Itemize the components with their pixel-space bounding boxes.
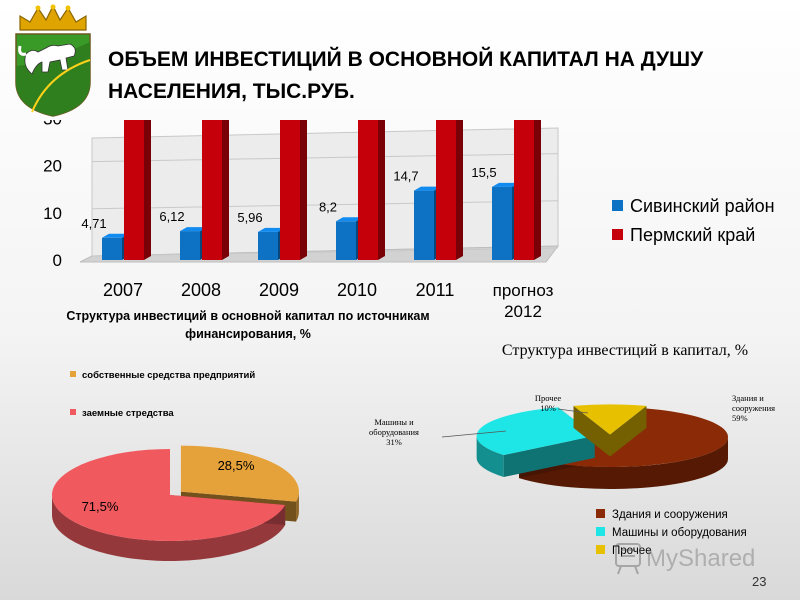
bar-side xyxy=(456,120,463,260)
legend-swatch-0 xyxy=(612,200,623,211)
y-tick-label: 10 xyxy=(43,204,62,223)
pie2-leader-line xyxy=(557,408,589,414)
bar-perm-4 xyxy=(436,120,463,260)
grid-line xyxy=(91,247,559,257)
pie2-legend-label-0: Здания и сооружения xyxy=(612,509,728,521)
coat-of-arms-logo xyxy=(15,4,91,117)
bar-perm-5 xyxy=(514,120,541,260)
pie2-legend-label-1: Машины и оборудования xyxy=(612,527,747,539)
pie1-legend-label-0: собственные средства предприятий xyxy=(82,370,255,381)
bar-face xyxy=(514,120,534,260)
pie-side xyxy=(476,435,504,477)
bar-face xyxy=(358,120,378,260)
pie-chart-financing: собственные средства предприятий заемные … xyxy=(51,370,299,561)
bar-side xyxy=(378,120,385,260)
page-number: 23 xyxy=(752,574,767,589)
pie2-leader-line xyxy=(441,430,507,438)
bar-top xyxy=(336,217,363,222)
pie2-legend-swatch-1 xyxy=(596,527,605,536)
bar-face xyxy=(180,231,200,260)
pie1-legend-label-1: заемные стредства xyxy=(82,408,174,419)
pie-cut xyxy=(503,435,595,477)
pie2-title: Структура инвестиций в капитал, % xyxy=(501,342,749,359)
pie-side xyxy=(296,491,299,522)
bar-side xyxy=(222,120,229,260)
pie2-callout-1: Машины и оборудования 31% xyxy=(369,417,419,447)
bar-face xyxy=(336,221,356,260)
pie-top xyxy=(476,407,595,455)
bar-top xyxy=(414,186,441,191)
pie1-title: Структура инвестиций в основной капитал … xyxy=(66,309,430,341)
bar-face xyxy=(202,120,222,260)
bar-top xyxy=(180,227,207,232)
bar-top xyxy=(258,227,285,232)
legend-swatch-1 xyxy=(612,229,623,240)
pie1-legend-swatch-1 xyxy=(70,409,76,415)
grid-line xyxy=(91,153,559,163)
bar-face xyxy=(492,186,512,260)
bar-face xyxy=(124,120,144,260)
bar-data-label: 6,12 xyxy=(159,209,184,224)
bar-perm-0 xyxy=(124,120,151,260)
x-tick-label: 2009 xyxy=(259,280,299,300)
y-tick-label: 20 xyxy=(43,157,62,176)
bar-face xyxy=(280,120,300,260)
bar-perm-2 xyxy=(280,120,307,260)
bar-side xyxy=(300,120,307,260)
pie-cut xyxy=(610,405,647,457)
pie1-value-label-0: 28,5% xyxy=(218,458,255,473)
pie2-legend-label-2: Прочее xyxy=(612,545,652,557)
pie-side xyxy=(52,495,286,561)
pie1-value-label-1: 71,5% xyxy=(82,499,119,514)
bar-face xyxy=(414,190,434,260)
grid-line xyxy=(91,200,559,210)
crown-icon xyxy=(19,4,87,31)
y-tick-label: 30 xyxy=(43,120,62,128)
x-tick-label: 2007 xyxy=(103,280,143,300)
y-tick-label: 0 xyxy=(53,251,62,270)
watermark-logo: MyShared xyxy=(615,543,755,575)
pie-side xyxy=(519,437,728,489)
bar-data-label: 5,96 xyxy=(237,210,262,225)
page-title: ОБЪЕМ ИНВЕСТИЦИЙ В ОСНОВНОЙ КАПИТАЛ НА Д… xyxy=(108,48,704,103)
bar-data-label: 15,5 xyxy=(471,165,496,180)
pie-top xyxy=(180,445,299,502)
bar-data-label: 8,2 xyxy=(319,199,337,214)
pie1-slice-1 xyxy=(51,449,286,561)
x-tick-label: 2010 xyxy=(337,280,377,300)
bar-top xyxy=(492,182,519,187)
bar-face xyxy=(102,237,122,260)
x-tick-label: прогноз 2012 xyxy=(493,281,554,320)
pie2-legend-swatch-2 xyxy=(596,545,605,554)
x-tick-label: 2011 xyxy=(416,280,455,300)
pie-top xyxy=(573,404,647,435)
bar-perm-1 xyxy=(202,120,229,260)
pie2-callout-0: Здания и сооружения 59% xyxy=(732,393,775,423)
watermark-text: MyShared xyxy=(646,545,755,572)
pie-cut xyxy=(573,405,610,457)
bar-face xyxy=(436,120,456,260)
pie-top xyxy=(51,449,286,541)
pie2-slice-1 xyxy=(476,407,595,477)
pie2-slice-2 xyxy=(573,404,647,457)
bar-side xyxy=(144,120,151,260)
bar-side xyxy=(534,120,541,260)
bar-face xyxy=(258,231,278,260)
x-tick-label: 2008 xyxy=(181,280,221,300)
chart-back-wall xyxy=(91,127,559,257)
pie2-callout-2: Прочее 10% xyxy=(535,393,561,413)
pie2-legend-swatch-0 xyxy=(596,509,605,518)
pie1-legend-swatch-0 xyxy=(70,371,76,377)
bar-perm-3 xyxy=(358,120,385,260)
bar-top xyxy=(102,233,129,238)
legend-label-1: Пермский край xyxy=(630,225,755,245)
bar-chart: 01020304050 4,7130,36,1238,45,96348,237,… xyxy=(43,120,775,320)
pie-chart-structure: Здания и сооружения 59% Машины и оборудовани… xyxy=(369,393,775,557)
legend-label-0: Сивинский район xyxy=(630,196,775,216)
bar-data-label: 14,7 xyxy=(393,169,418,184)
bar-data-label: 4,71 xyxy=(81,216,106,231)
